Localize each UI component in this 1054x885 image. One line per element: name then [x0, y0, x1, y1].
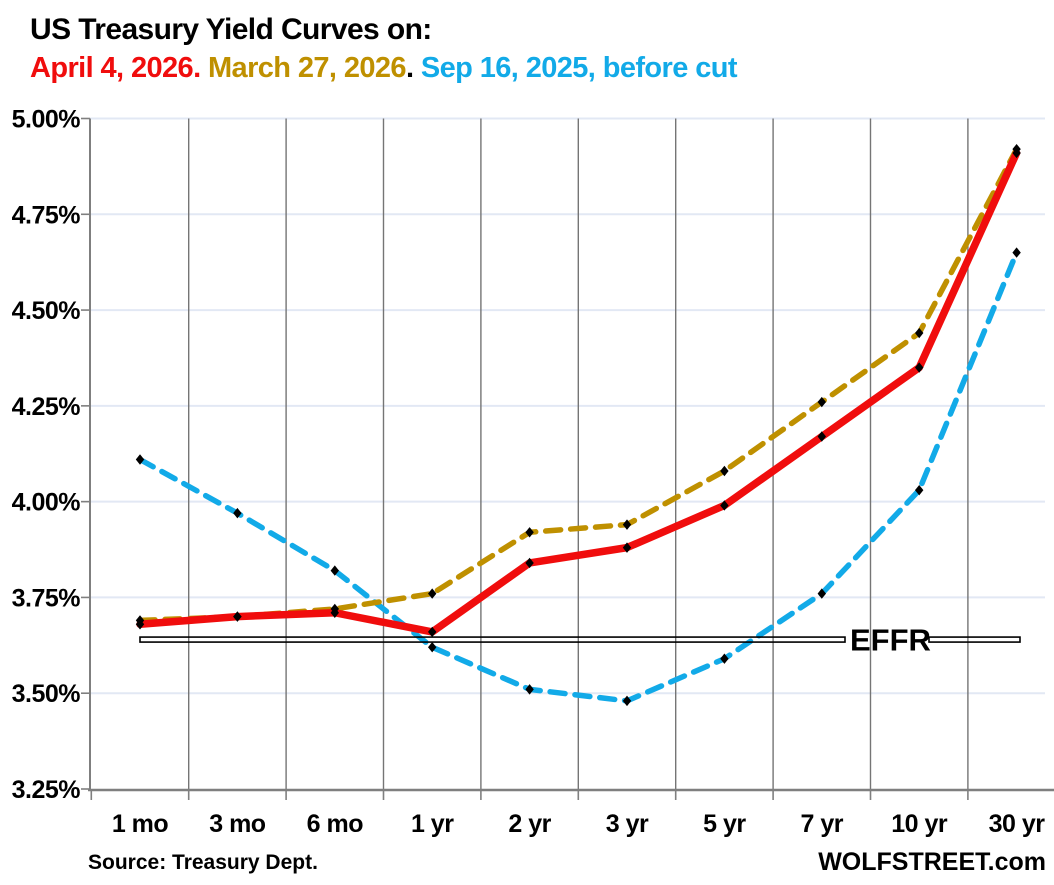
legend-date-cyan: Sep 16, 2025, before cut	[413, 52, 738, 84]
y-tick-label: 4.00%	[12, 489, 81, 517]
data-point-marker	[817, 396, 826, 408]
y-tick-label: 3.50%	[12, 680, 81, 708]
series-line-sep-16-2025-before-cut	[137, 249, 1020, 704]
x-tick-label: 10 yr	[891, 810, 948, 838]
data-point-marker	[1012, 247, 1021, 258]
data-point-marker	[622, 542, 632, 553]
y-tick-label: 4.75%	[12, 201, 81, 229]
y-tick-label: 3.75%	[12, 584, 81, 612]
x-tick-label: 6 mo	[307, 810, 364, 838]
x-tick-label: 3 mo	[209, 810, 266, 838]
data-point-marker	[428, 642, 437, 653]
x-tick-label: 1 yr	[411, 810, 454, 838]
data-point-marker	[525, 527, 534, 538]
data-point-marker	[915, 484, 924, 496]
brand-watermark: WOLFSTREET.com	[818, 848, 1046, 876]
series-line-march-27-2026	[137, 146, 1020, 624]
data-point-marker	[1012, 147, 1021, 159]
data-point-marker	[135, 619, 145, 630]
x-tick-label: 1 mo	[112, 810, 169, 838]
legend-date-red: April 4, 2026.	[30, 52, 201, 84]
series-line-april-4-2026	[136, 149, 1021, 636]
data-point-marker	[622, 695, 632, 707]
x-tick-label: 2 yr	[508, 810, 551, 838]
data-point-marker	[622, 519, 632, 530]
data-point-marker	[720, 500, 729, 511]
legend-date-gold: March 27, 2026	[200, 52, 407, 84]
effr-line-right	[928, 636, 1021, 643]
data-point-marker	[720, 653, 729, 664]
source-note: Source: Treasury Dept.	[88, 851, 318, 874]
data-point-marker	[233, 507, 242, 519]
chart-title-block: US Treasury Yield Curves on: April 4, 20…	[30, 10, 738, 88]
data-point-marker	[330, 607, 339, 618]
data-point-marker	[428, 588, 437, 599]
effr-label: EFFR	[850, 623, 931, 658]
data-point-marker	[817, 431, 826, 442]
data-point-marker	[330, 565, 339, 576]
data-point-marker	[135, 454, 145, 465]
data-point-marker	[915, 327, 924, 339]
effr-line-left	[139, 636, 846, 643]
chart-title: US Treasury Yield Curves on:	[30, 13, 432, 46]
x-tick-label: 3 yr	[606, 810, 649, 838]
y-tick-label: 5.00%	[12, 106, 81, 134]
y-tick-label: 3.25%	[12, 776, 81, 804]
data-point-marker	[233, 611, 242, 622]
data-point-marker	[817, 588, 826, 599]
x-tick-label: 7 yr	[801, 810, 844, 838]
chart-legend-subtitle: April 4, 2026. March 27, 2026. Sep 16, 2…	[30, 49, 738, 88]
x-tick-label: 5 yr	[703, 810, 746, 838]
legend-separator-dot: .	[405, 52, 414, 84]
data-point-marker	[720, 465, 729, 477]
data-point-marker	[525, 684, 534, 695]
y-tick-label: 4.25%	[12, 393, 81, 421]
x-tick-label: 30 yr	[989, 810, 1046, 838]
data-point-marker	[428, 626, 437, 638]
data-point-marker	[525, 557, 534, 569]
y-tick-label: 4.50%	[12, 297, 81, 325]
data-point-marker	[915, 362, 924, 373]
